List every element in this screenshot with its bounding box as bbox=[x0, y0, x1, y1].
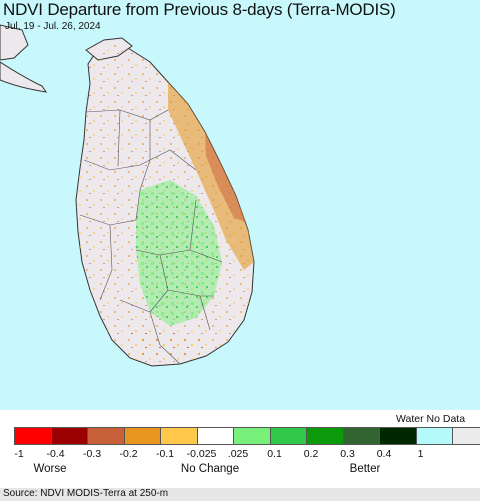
map-area: NDVI Departure from Previous 8-days (Ter… bbox=[0, 0, 480, 410]
legend-tick-label: -0.025 bbox=[186, 448, 217, 460]
legend-swatch bbox=[233, 427, 271, 445]
india-coast bbox=[0, 24, 29, 61]
legend-water-nodata-label: Water No Data bbox=[396, 413, 466, 425]
legend-swatch bbox=[379, 427, 417, 445]
legend-swatch bbox=[452, 427, 480, 445]
legend-tick-label: -0.3 bbox=[82, 448, 102, 460]
legend-tick-label: -0.4 bbox=[46, 448, 65, 460]
legend-tick-label: -1 bbox=[14, 448, 24, 460]
legend-tick-label: -0.1 bbox=[155, 448, 175, 460]
legend-swatch bbox=[196, 427, 234, 445]
date-range: Jul. 19 - Jul. 26, 2024 bbox=[5, 21, 101, 32]
source-text: Source: NDVI MODIS-Terra at 250-m bbox=[3, 488, 169, 499]
legend-swatch bbox=[123, 427, 161, 445]
legend-swatch bbox=[87, 427, 125, 445]
legend-panel bbox=[0, 410, 480, 488]
legend-tick-label: -0.2 bbox=[119, 448, 138, 460]
legend-tick-label: 0.3 bbox=[340, 448, 355, 460]
legend-swatch bbox=[342, 427, 380, 445]
legend-swatch bbox=[306, 427, 344, 445]
map-title: NDVI Departure from Previous 8-days (Ter… bbox=[3, 0, 396, 19]
legend-tick-label: 1 bbox=[417, 448, 424, 460]
legend-color-bar bbox=[14, 427, 480, 445]
district-boundaries bbox=[79, 109, 223, 365]
legend-no-change-label: No Change bbox=[180, 463, 240, 475]
legend-swatch bbox=[50, 427, 88, 445]
legend-tick-label: 0.4 bbox=[376, 448, 392, 460]
legend-tick-label: 0.1 bbox=[267, 448, 282, 460]
legend-swatch bbox=[14, 427, 52, 445]
legend-worse-label: Worse bbox=[33, 463, 67, 475]
legend-swatch bbox=[160, 427, 198, 445]
legend-swatch bbox=[415, 427, 453, 445]
legend-tick-label: .025 bbox=[227, 448, 249, 460]
sri-lanka-map bbox=[0, 24, 255, 367]
legend-tick-labels: -1 -0.4 -0.3 -0.2 -0.1 -0.025 .025 0.1 0.2 0.3 0.4… bbox=[0, 448, 480, 462]
legend-swatch bbox=[269, 427, 307, 445]
east-decline-zone bbox=[168, 82, 254, 270]
source-bar: Source: NDVI MODIS-Terra at 250-m bbox=[0, 488, 480, 501]
legend-better-label: Better bbox=[349, 463, 381, 475]
legend-tick-label: 0.2 bbox=[303, 448, 319, 460]
